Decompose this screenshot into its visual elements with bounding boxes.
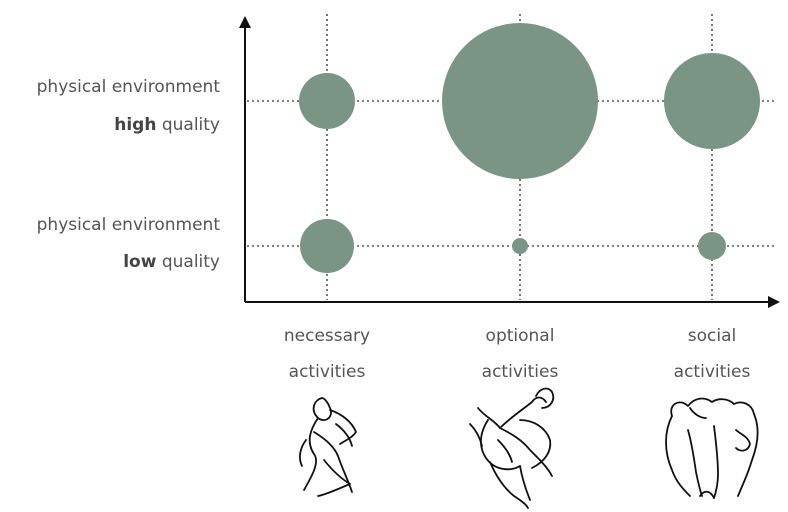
bubble-low-optional	[512, 238, 528, 254]
x-label-optional-line2: activities	[482, 362, 559, 382]
x-label-necessary-line2: activities	[289, 362, 366, 382]
x-label-necessary-line1: necessary	[284, 326, 370, 346]
y-label-low-line1: physical environment	[37, 215, 221, 235]
bubble-high-optional	[442, 23, 598, 179]
bubbles	[299, 23, 760, 273]
x-label-optional-line1: optional	[486, 326, 555, 346]
y-label-high: physical environment high quality	[37, 77, 221, 135]
social-group-icon	[665, 397, 759, 499]
bubble-low-social	[698, 232, 726, 260]
bubble-low-necessary	[300, 219, 354, 273]
axes	[239, 16, 780, 308]
y-label-high-strong: high	[114, 115, 156, 135]
x-label-social-line1: social	[688, 326, 736, 346]
walking-figure-icon	[299, 397, 357, 497]
bubble-high-necessary	[299, 73, 355, 129]
y-label-low-strong: low	[123, 252, 157, 272]
y-label-low-line2: low quality	[123, 252, 220, 272]
y-label-high-line2: high quality	[114, 115, 220, 135]
y-label-low: physical environment low quality	[37, 215, 221, 272]
y-label-high-rest: quality	[156, 115, 220, 135]
x-labels: necessary activities optional activities…	[284, 326, 751, 382]
x-label-social-line2: activities	[674, 362, 751, 382]
y-label-low-rest: quality	[156, 252, 220, 272]
bubble-high-social	[664, 53, 760, 149]
y-label-high-line1: physical environment	[37, 77, 221, 97]
playing-figures-icon	[469, 387, 555, 509]
